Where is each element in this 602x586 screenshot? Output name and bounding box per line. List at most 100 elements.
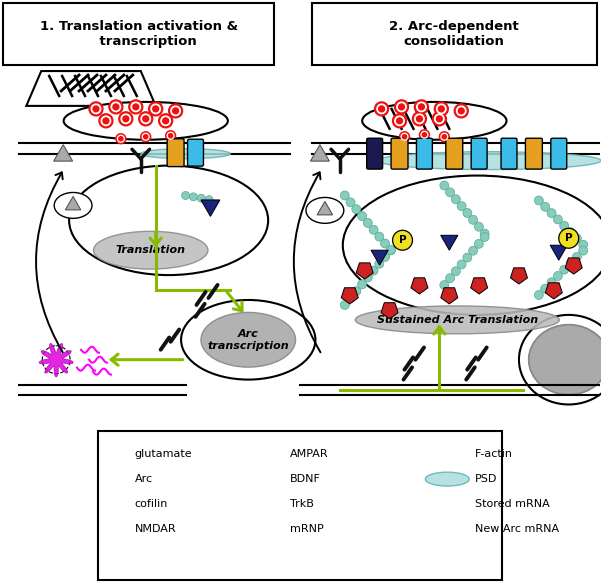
Circle shape: [579, 246, 588, 255]
Circle shape: [141, 132, 150, 142]
Text: Arc
transcription: Arc transcription: [208, 329, 289, 350]
Circle shape: [380, 253, 389, 261]
Polygon shape: [311, 145, 329, 161]
Circle shape: [463, 253, 472, 262]
Polygon shape: [545, 283, 562, 299]
Polygon shape: [111, 473, 126, 487]
Circle shape: [415, 114, 424, 124]
Circle shape: [452, 267, 461, 276]
Circle shape: [435, 114, 444, 124]
Circle shape: [457, 202, 466, 210]
Circle shape: [364, 219, 372, 227]
Circle shape: [547, 278, 556, 287]
Circle shape: [340, 301, 349, 309]
Circle shape: [573, 253, 582, 261]
Ellipse shape: [519, 315, 602, 404]
Circle shape: [463, 209, 472, 217]
Text: Stored mRNA: Stored mRNA: [475, 499, 550, 509]
Circle shape: [458, 108, 464, 114]
FancyBboxPatch shape: [4, 4, 274, 65]
Ellipse shape: [181, 300, 315, 380]
Circle shape: [116, 134, 126, 144]
Polygon shape: [341, 288, 358, 304]
Circle shape: [420, 130, 429, 139]
Circle shape: [358, 280, 367, 289]
Circle shape: [386, 246, 396, 254]
Circle shape: [480, 229, 489, 238]
Circle shape: [436, 104, 446, 114]
Text: TrkB: TrkB: [290, 499, 314, 509]
Circle shape: [379, 106, 385, 112]
Ellipse shape: [141, 149, 231, 159]
Circle shape: [440, 281, 449, 289]
FancyBboxPatch shape: [98, 431, 502, 580]
Text: New Arc mRNA: New Arc mRNA: [475, 524, 559, 534]
Circle shape: [452, 195, 461, 204]
Circle shape: [93, 106, 99, 112]
FancyBboxPatch shape: [312, 4, 597, 65]
Ellipse shape: [529, 325, 602, 394]
FancyBboxPatch shape: [188, 139, 203, 166]
Text: 1. Translation activation &
    transcription: 1. Translation activation & transcriptio…: [40, 21, 238, 48]
Circle shape: [421, 131, 428, 138]
Circle shape: [423, 132, 426, 137]
Ellipse shape: [64, 102, 228, 139]
Circle shape: [560, 222, 569, 230]
Circle shape: [453, 448, 461, 456]
Text: Sustained Arc Translation: Sustained Arc Translation: [377, 315, 538, 325]
Circle shape: [144, 135, 148, 139]
Circle shape: [541, 284, 550, 293]
Circle shape: [418, 104, 424, 110]
Circle shape: [439, 132, 449, 142]
Circle shape: [461, 448, 468, 456]
Circle shape: [445, 274, 455, 282]
Circle shape: [432, 112, 446, 126]
Circle shape: [352, 287, 361, 296]
Ellipse shape: [355, 306, 559, 334]
Circle shape: [109, 100, 123, 114]
Text: BDNF: BDNF: [290, 474, 321, 484]
Circle shape: [369, 266, 378, 275]
Polygon shape: [111, 499, 126, 513]
Circle shape: [560, 265, 569, 274]
Polygon shape: [317, 202, 333, 215]
Circle shape: [142, 134, 149, 140]
Circle shape: [455, 104, 468, 118]
Circle shape: [375, 259, 384, 268]
Text: glutamate: glutamate: [135, 449, 193, 459]
FancyBboxPatch shape: [367, 138, 383, 169]
Circle shape: [432, 448, 440, 456]
Circle shape: [141, 114, 150, 124]
Polygon shape: [411, 278, 428, 294]
Circle shape: [579, 240, 588, 249]
Circle shape: [153, 106, 158, 112]
Circle shape: [197, 194, 205, 202]
FancyBboxPatch shape: [446, 138, 463, 169]
Circle shape: [468, 215, 477, 224]
Circle shape: [395, 116, 405, 125]
Circle shape: [566, 227, 575, 237]
Text: P: P: [565, 233, 573, 243]
Circle shape: [346, 198, 355, 207]
Circle shape: [103, 118, 109, 124]
Circle shape: [377, 104, 386, 114]
FancyBboxPatch shape: [417, 138, 432, 169]
Circle shape: [440, 181, 449, 190]
Circle shape: [436, 116, 442, 122]
Circle shape: [480, 233, 489, 241]
Circle shape: [166, 131, 176, 141]
Circle shape: [119, 137, 123, 141]
Ellipse shape: [426, 472, 469, 486]
Circle shape: [182, 192, 190, 199]
Circle shape: [397, 102, 406, 111]
Ellipse shape: [201, 312, 296, 367]
Circle shape: [169, 104, 182, 118]
Polygon shape: [441, 288, 458, 304]
FancyBboxPatch shape: [167, 139, 184, 166]
Circle shape: [123, 116, 129, 122]
Polygon shape: [39, 343, 73, 377]
Circle shape: [535, 291, 544, 299]
Circle shape: [131, 102, 140, 111]
Circle shape: [89, 102, 103, 116]
Circle shape: [163, 118, 169, 124]
